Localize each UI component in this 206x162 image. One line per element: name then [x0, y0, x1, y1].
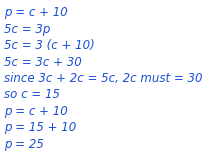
Text: p = 15 + 10: p = 15 + 10	[4, 122, 76, 134]
Text: so c = 15: so c = 15	[4, 88, 60, 102]
Text: p = c + 10: p = c + 10	[4, 6, 67, 19]
Text: p = c + 10: p = c + 10	[4, 105, 67, 118]
Text: p = 25: p = 25	[4, 138, 44, 151]
Text: 5c = 3p: 5c = 3p	[4, 23, 50, 35]
Text: 5c = 3c + 30: 5c = 3c + 30	[4, 56, 81, 69]
Text: 5c = 3 (c + 10): 5c = 3 (c + 10)	[4, 39, 94, 52]
Text: since 3c + 2c = 5c, 2c must = 30: since 3c + 2c = 5c, 2c must = 30	[4, 72, 201, 85]
